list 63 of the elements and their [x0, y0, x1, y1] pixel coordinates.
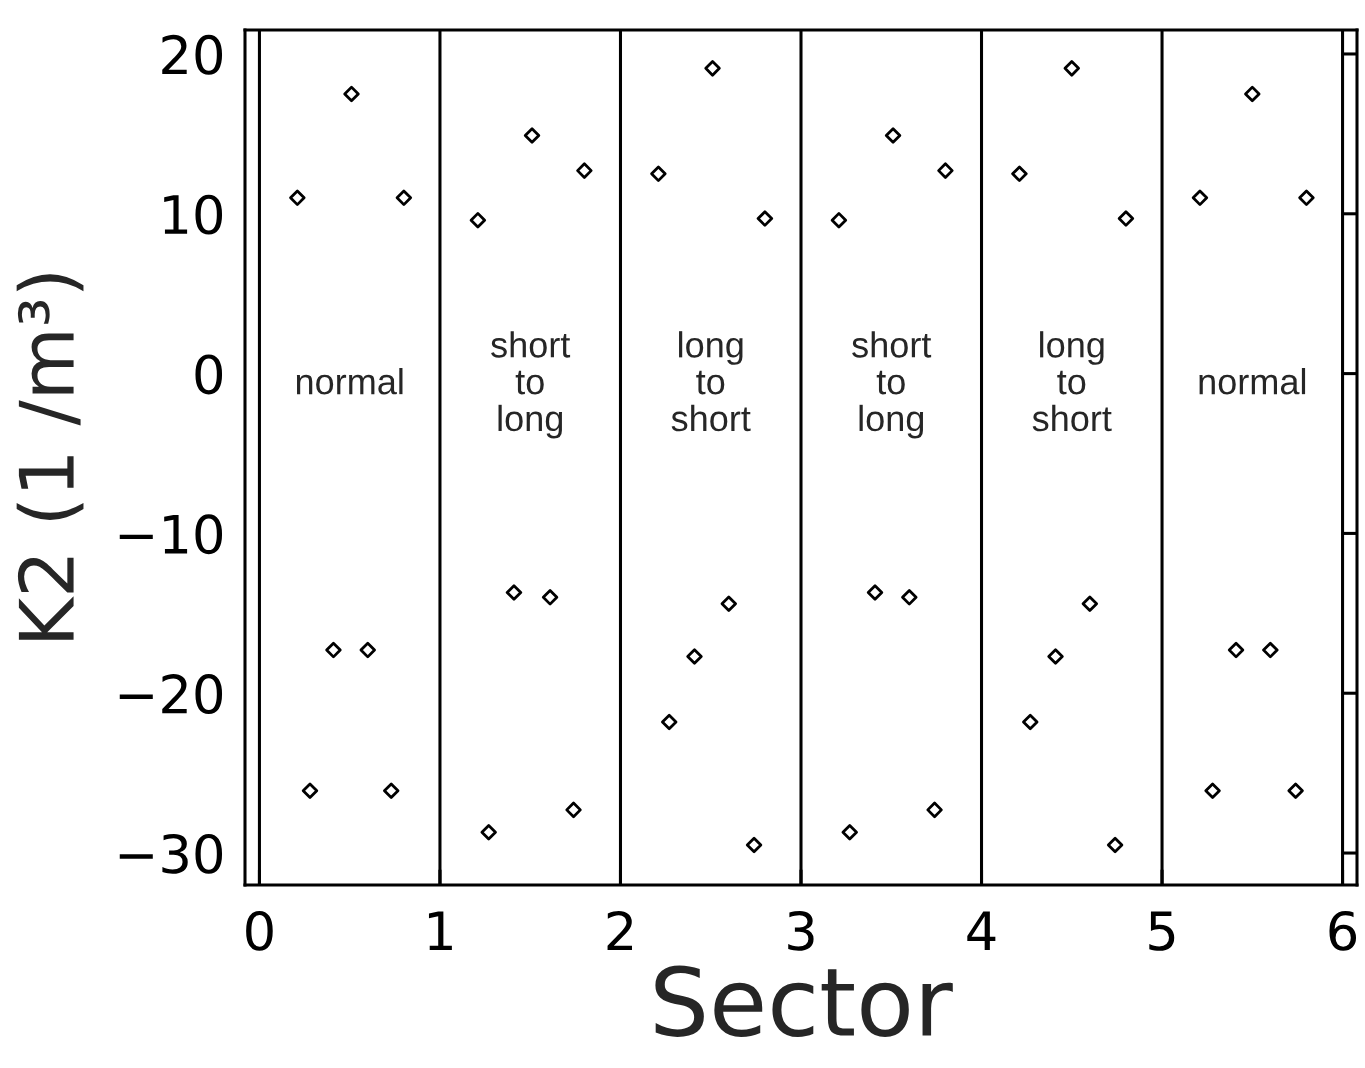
point: [1227, 641, 1245, 659]
point: [1011, 165, 1028, 183]
x-tick-label: 0: [246, 910, 273, 951]
y-tick-label: −20: [119, 674, 223, 715]
point: [1298, 189, 1315, 206]
point: [1191, 189, 1209, 206]
point: [756, 210, 774, 227]
annotation: long to short: [1032, 331, 1112, 432]
point: [301, 782, 319, 799]
point: [576, 162, 593, 179]
point: [1244, 85, 1261, 103]
y-tick-label: −10: [119, 514, 223, 555]
point: [1106, 836, 1124, 854]
point: [937, 162, 954, 179]
point: [325, 641, 342, 659]
point: [1022, 713, 1039, 731]
point: [1287, 782, 1304, 799]
point: [1047, 648, 1064, 665]
x-tick-label: 2: [607, 910, 632, 951]
x-tick-label: 1: [428, 911, 452, 951]
annotation: normal: [296, 367, 403, 395]
annotation: long to short: [671, 331, 751, 432]
point: [884, 127, 902, 144]
point: [383, 782, 400, 799]
y-tick-label: −30: [119, 833, 223, 874]
point: [661, 713, 678, 731]
point: [359, 641, 376, 659]
annotation: normal: [1199, 367, 1306, 395]
x-tick-label: 6: [1329, 910, 1357, 951]
annotation: short to long: [852, 331, 932, 439]
point: [1204, 782, 1221, 799]
point: [469, 211, 487, 229]
x-tick-label: 4: [967, 911, 996, 951]
point: [704, 60, 721, 77]
point: [480, 824, 497, 841]
point: [343, 85, 360, 103]
point: [289, 189, 306, 206]
point: [395, 189, 413, 206]
point: [541, 589, 559, 606]
point: [686, 648, 703, 665]
point: [505, 584, 523, 601]
point: [1081, 595, 1099, 612]
point: [523, 127, 541, 144]
point: [745, 836, 763, 854]
point: [866, 584, 884, 601]
point: [1262, 641, 1279, 659]
x-tick-label: 3: [788, 910, 814, 951]
point: [1063, 60, 1080, 77]
point: [565, 801, 582, 819]
x-tick-label: 5: [1149, 911, 1175, 951]
point: [830, 211, 848, 229]
point: [1117, 210, 1135, 227]
point: [841, 824, 858, 841]
y-tick-label: 10: [164, 194, 223, 235]
point: [650, 165, 667, 183]
y-axis-title: K2 (1 /m³): [16, 274, 84, 640]
y-tick-label: 20: [162, 34, 223, 75]
point: [926, 801, 943, 819]
y-tick-label: 0: [195, 354, 223, 395]
point: [720, 595, 737, 612]
point: [901, 589, 918, 606]
annotation: short to long: [491, 331, 571, 439]
x-axis-title: Sector: [655, 965, 953, 1037]
